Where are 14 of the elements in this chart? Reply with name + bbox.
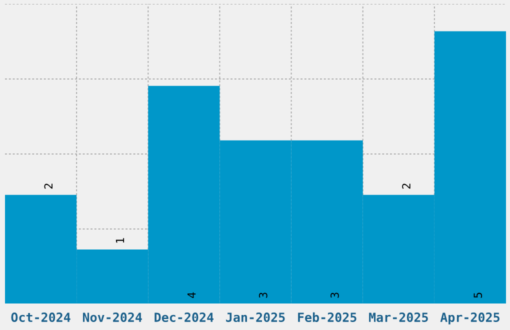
data-label: 4 xyxy=(188,292,196,298)
data-label: 1 xyxy=(116,238,124,243)
x-tick-label: Oct-2024 xyxy=(11,312,70,322)
data-label: 2 xyxy=(402,184,410,189)
x-tick-label: Feb-2025 xyxy=(298,312,356,322)
x-tick-label: Apr-2025 xyxy=(440,312,500,324)
data-label: 2 xyxy=(44,184,52,189)
data-label: 5 xyxy=(474,292,482,298)
x-tick-label: Nov-2024 xyxy=(82,312,142,322)
data-label: 3 xyxy=(330,292,339,298)
x-tick-label: Jan-2025 xyxy=(226,312,285,322)
x-tick-label: Mar-2025 xyxy=(369,312,428,322)
x-tick-label: Dec-2024 xyxy=(154,312,214,322)
data-label: 3 xyxy=(258,292,268,298)
